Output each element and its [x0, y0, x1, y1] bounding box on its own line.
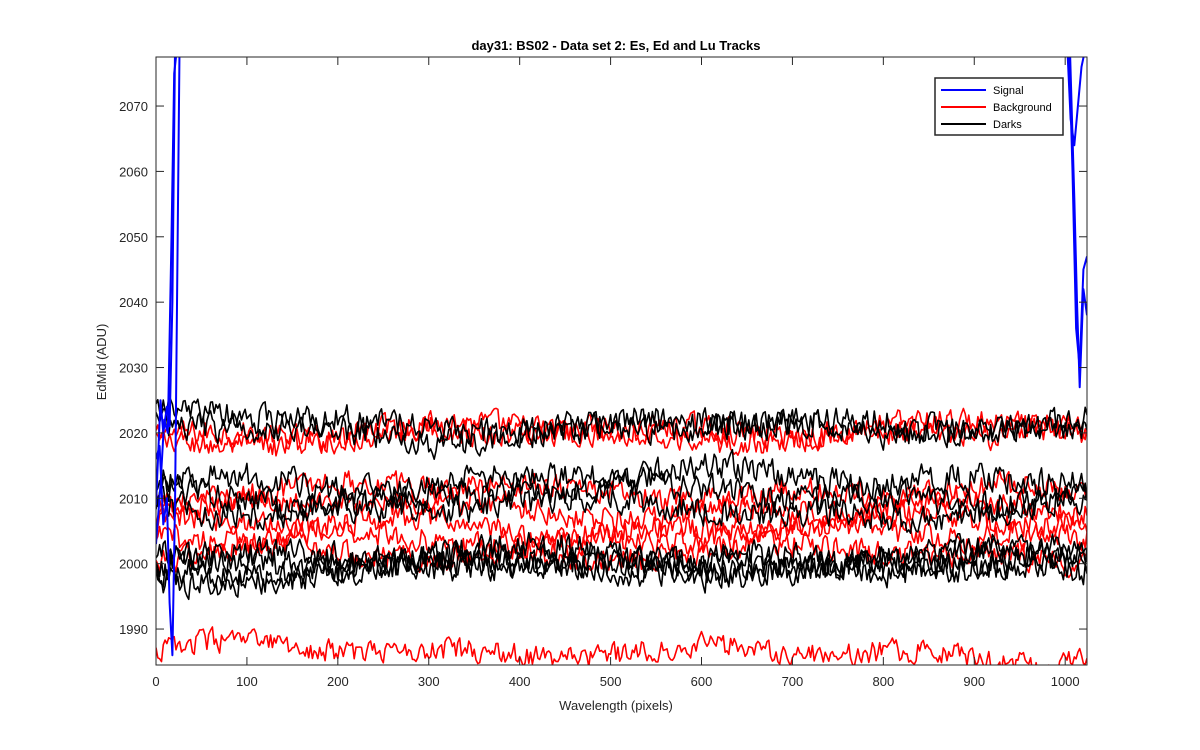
darks-series-line — [156, 548, 1087, 601]
signal-series-line — [156, 57, 181, 657]
axes-box — [155, 56, 1088, 666]
x-tick-label: 800 — [872, 674, 894, 689]
darks-series-line — [156, 545, 1087, 595]
darks-series-line — [156, 479, 1087, 535]
y-tick-label: 1990 — [119, 622, 148, 637]
background-series-line — [156, 513, 1087, 561]
signal-series-line — [1066, 57, 1085, 147]
legend-label-background: Background — [993, 102, 1052, 114]
signal-series-line — [156, 57, 178, 545]
background-series-line — [156, 626, 1087, 665]
y-tick-label: 2060 — [119, 164, 148, 179]
x-tick-label: 900 — [963, 674, 985, 689]
y-tick-label: 2010 — [119, 491, 148, 506]
x-tick-label: 1000 — [1051, 674, 1080, 689]
darks-series-line — [156, 397, 1087, 449]
y-tick-label: 2020 — [119, 426, 148, 441]
series-layer — [156, 57, 1087, 665]
darks-series-line — [156, 537, 1087, 586]
chart-title: day31: BS02 - Data set 2: Es, Ed and Lu … — [471, 38, 760, 53]
x-tick-label: 300 — [418, 674, 440, 689]
x-axis-label: Wavelength (pixels) — [559, 698, 673, 713]
x-tick-label: 600 — [691, 674, 713, 689]
darks-series-line — [156, 466, 1087, 522]
legend-label-signal: Signal — [993, 85, 1024, 97]
darks-series-line — [156, 407, 1087, 461]
y-tick-label: 2000 — [119, 557, 148, 572]
signal-series-line — [1068, 57, 1087, 369]
y-tick-label: 2070 — [119, 99, 148, 114]
legend: Signal Background Darks — [934, 77, 1064, 136]
x-tick-label: 500 — [600, 674, 622, 689]
y-tick-label: 2040 — [119, 295, 148, 310]
axes-layer: 0 100 200 300 400 500 600 700 800 900 1000 1990 2000… — [119, 56, 1088, 689]
x-tick-label: 200 — [327, 674, 349, 689]
y-axis-label: EdMid (ADU) — [94, 324, 109, 401]
legend-label-darks: Darks — [993, 119, 1022, 131]
y-tick-label: 2030 — [119, 361, 148, 376]
x-tick-label: 400 — [509, 674, 531, 689]
x-tick-label: 700 — [782, 674, 804, 689]
x-tick-label: 100 — [236, 674, 258, 689]
x-tick-label: 0 — [152, 674, 159, 689]
y-tick-label: 2050 — [119, 230, 148, 245]
